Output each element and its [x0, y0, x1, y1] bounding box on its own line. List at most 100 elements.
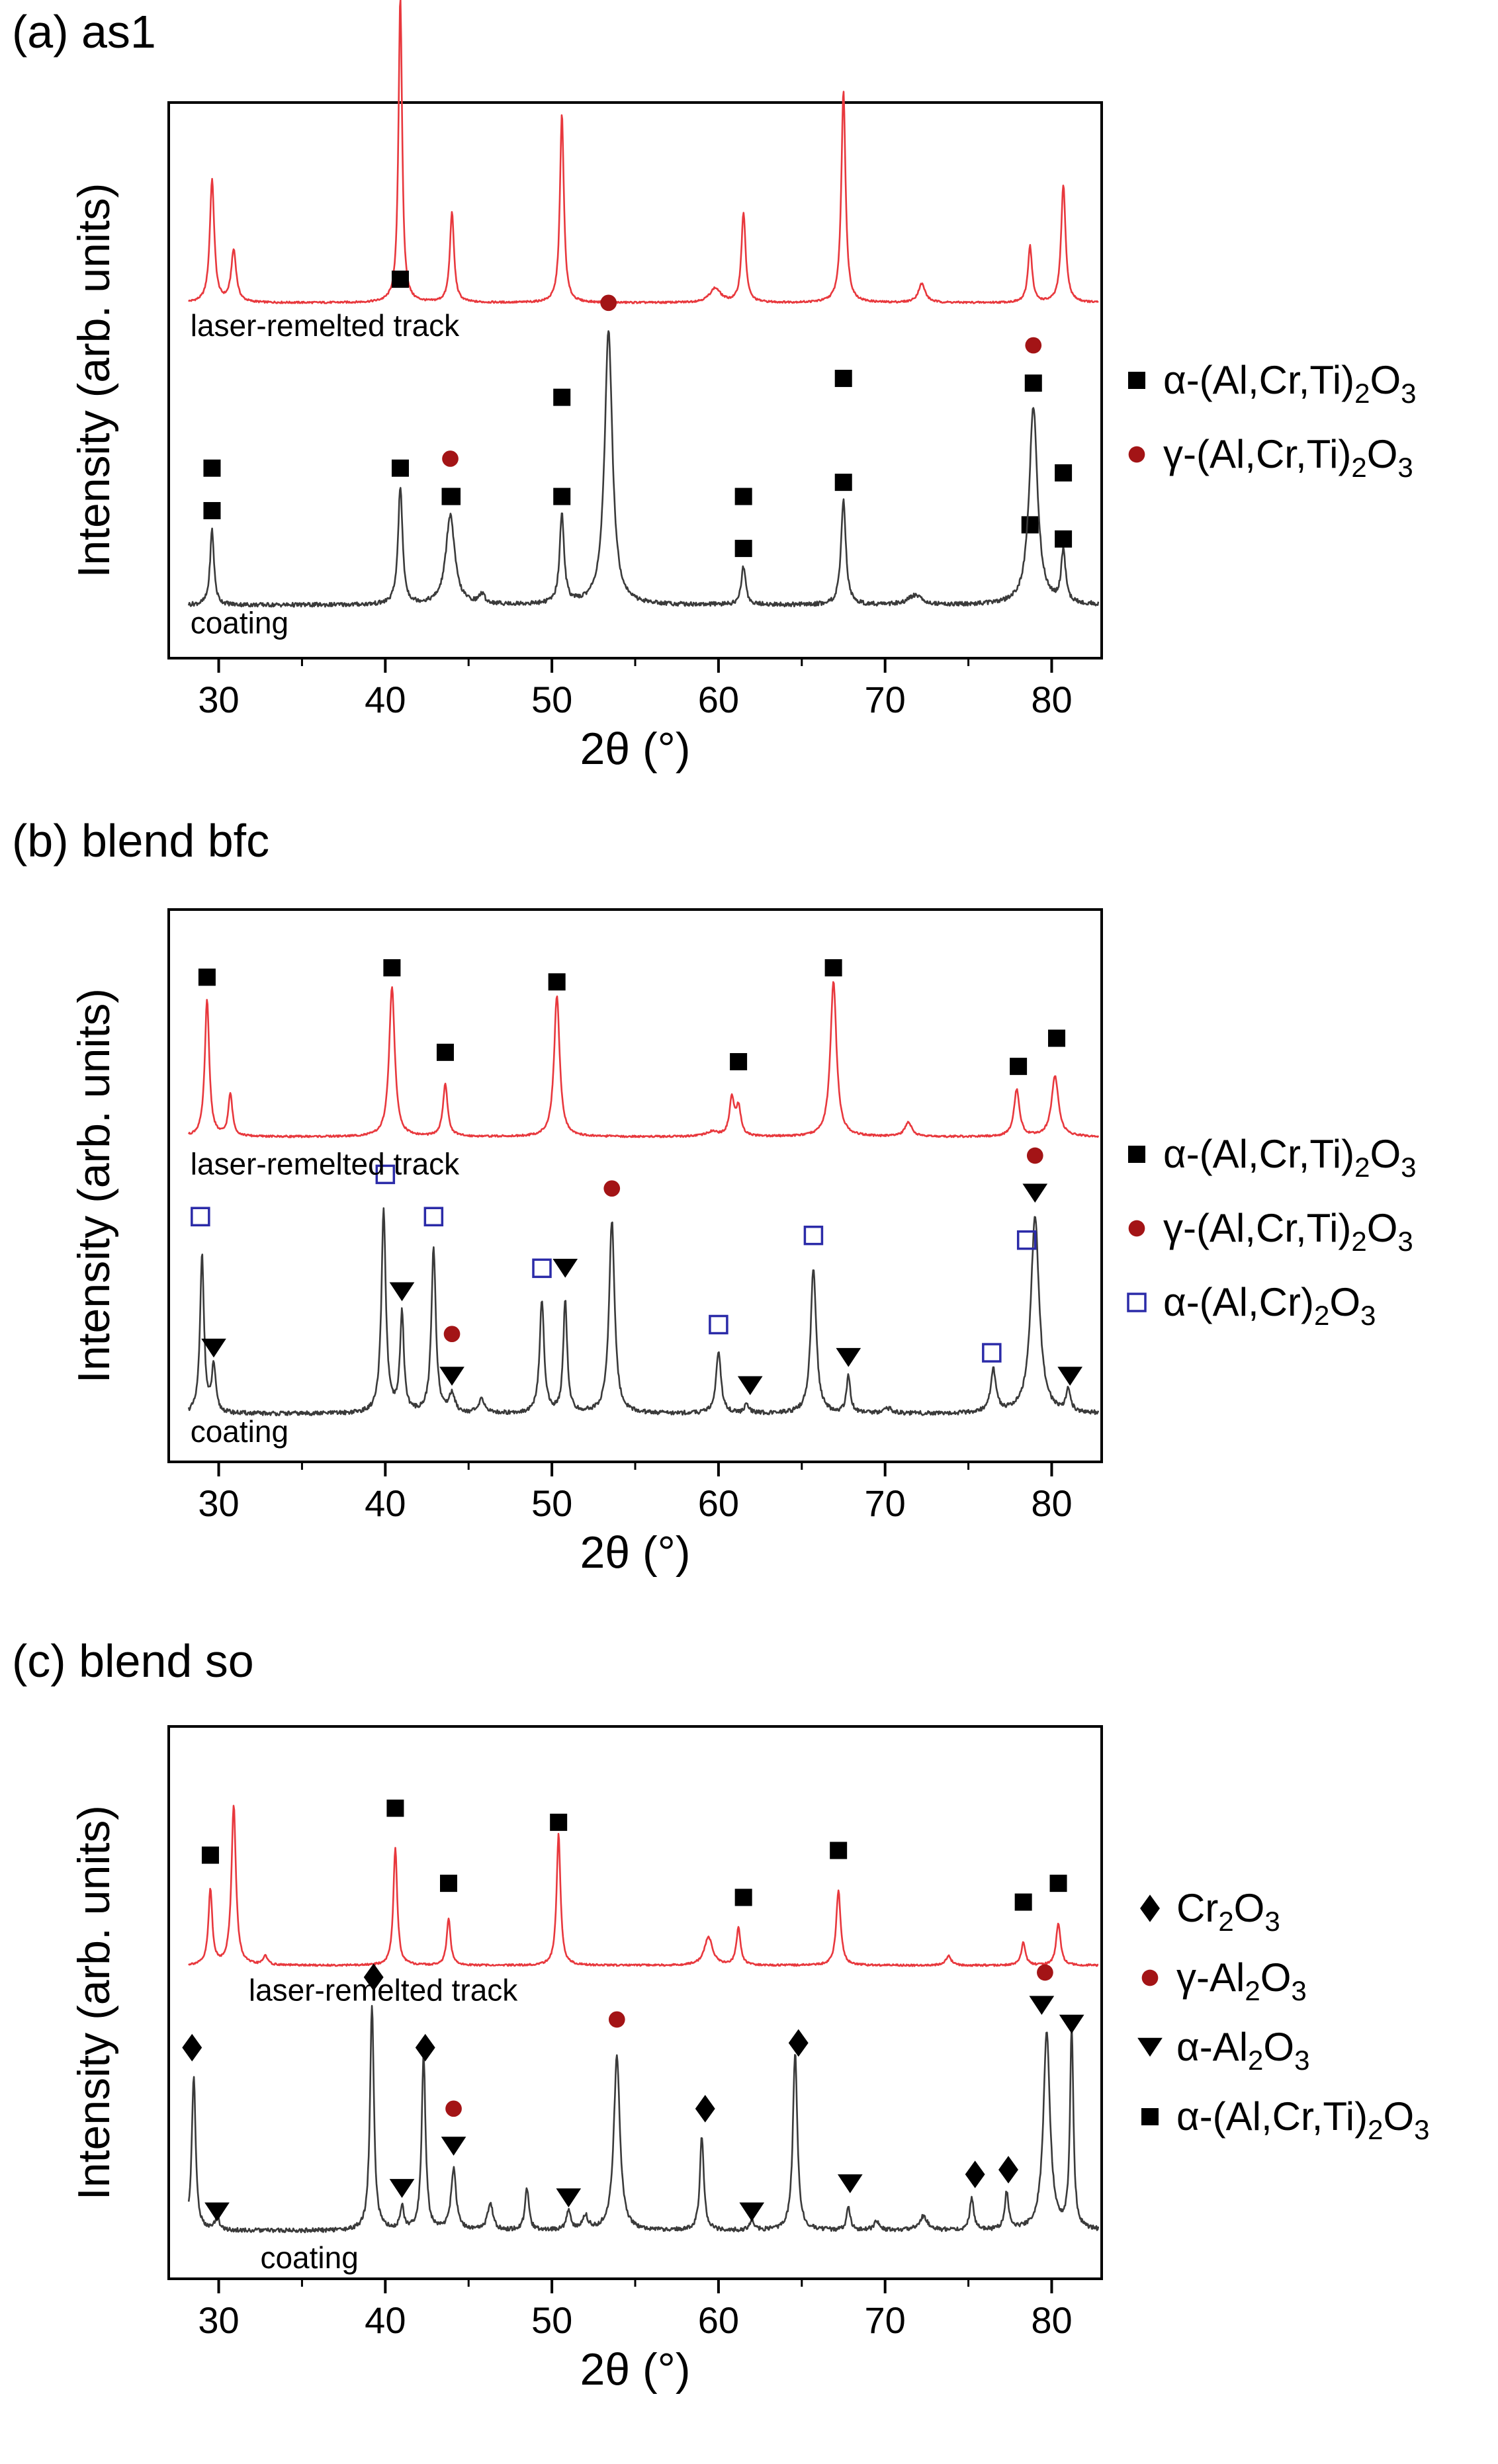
curve-label: laser-remelted track — [191, 308, 460, 343]
legend-symbol — [1128, 446, 1145, 463]
y-axis-label: Intensity (arb. units) — [69, 1805, 119, 2200]
phase-marker — [423, 1207, 444, 1227]
phase-marker — [709, 1314, 728, 1335]
phase-marker — [1025, 337, 1042, 354]
legend-symbol — [1128, 1220, 1145, 1237]
series-line-coating — [187, 330, 1100, 608]
x-tick-label: 30 — [198, 2299, 239, 2341]
panel-3: (c) blend so 30 40 50 60 70 80 2θ (°) Intensity … — [12, 1635, 1429, 2395]
phase-marker — [436, 1043, 454, 1061]
legend-symbol — [1127, 1293, 1147, 1312]
phase-marker — [1049, 1875, 1067, 1892]
legend-entry: α-(Al,Cr,Ti)2O3 — [1128, 358, 1416, 409]
phase-marker — [1055, 464, 1073, 482]
x-tick-label: 40 — [365, 2299, 406, 2341]
phase-marker — [824, 959, 842, 977]
phase-marker — [1022, 1183, 1048, 1203]
curve-label: coating — [191, 1414, 288, 1449]
y-axis-label: Intensity (arb. units) — [69, 988, 119, 1383]
phase-marker — [556, 2188, 582, 2207]
x-tick-label: 70 — [865, 679, 906, 720]
series-line-coating — [187, 1207, 1100, 1417]
phase-marker — [553, 388, 571, 406]
phase-marker — [695, 2095, 715, 2123]
phase-marker — [203, 459, 221, 477]
panel-1: (a) as1 30 40 50 60 70 80 2θ (°) Intensity (arb.… — [12, 0, 1416, 774]
phase-marker — [837, 2174, 863, 2193]
legend-entry: α-(Al,Cr)2O3 — [1127, 1280, 1376, 1331]
phase-marker — [836, 1347, 861, 1367]
phase-marker — [788, 2029, 809, 2057]
curve-label: laser-remelted track — [249, 1973, 518, 2008]
phase-marker — [203, 501, 221, 519]
phase-marker — [1016, 1230, 1037, 1250]
x-tick-label: 50 — [531, 1482, 572, 1524]
x-tick-label: 50 — [531, 2299, 572, 2341]
phase-marker — [443, 1326, 461, 1343]
legend-label: α-(Al,Cr)2O3 — [1163, 1280, 1376, 1331]
phase-marker — [834, 370, 852, 388]
x-tick-label: 70 — [865, 2299, 906, 2341]
legend-symbol — [1140, 1894, 1160, 1922]
legend-label: α-(Al,Cr,Ti)2O3 — [1163, 1132, 1416, 1183]
phase-marker — [439, 1367, 464, 1386]
phase-marker — [391, 459, 409, 477]
phase-marker — [415, 2033, 435, 2062]
legend-label: γ-Al2O3 — [1176, 1955, 1307, 2006]
phase-marker — [1024, 374, 1042, 392]
phase-marker — [548, 973, 566, 991]
x-tick-label: 50 — [531, 679, 572, 720]
phase-marker — [1055, 530, 1073, 548]
phase-marker — [552, 1259, 578, 1278]
phase-marker — [201, 1846, 219, 1864]
phase-marker — [445, 2100, 462, 2117]
legend-entry: γ-(Al,Cr,Ti)2O3 — [1128, 1206, 1413, 1257]
curve-label: coating — [191, 606, 288, 640]
phase-marker — [1048, 1029, 1066, 1047]
phase-marker — [391, 271, 409, 288]
legend-entry: α-(Al,Cr,Ti)2O3 — [1141, 2094, 1429, 2145]
phase-marker — [198, 968, 216, 986]
phase-marker — [383, 959, 401, 977]
phase-marker — [982, 1343, 1002, 1363]
plot-frame — [167, 908, 1103, 1463]
x-tick-label: 40 — [365, 1482, 406, 1524]
legend-entry: α-Al2O3 — [1137, 2025, 1309, 2076]
phase-marker — [1021, 516, 1039, 534]
series-line-laser-remelted-track — [188, 0, 1099, 304]
phase-marker — [375, 1164, 396, 1185]
legend-label: Cr2O3 — [1176, 1886, 1280, 1937]
phase-marker — [441, 2137, 466, 2156]
legend-label: α-Al2O3 — [1176, 2025, 1309, 2076]
panel-label: (a) as1 — [12, 6, 156, 58]
series-line-coating — [187, 2005, 1100, 2234]
phase-marker — [1057, 1367, 1083, 1386]
phase-marker — [1014, 1893, 1032, 1911]
legend-label: α-(Al,Cr,Ti)2O3 — [1176, 2094, 1429, 2145]
legend-label: α-(Al,Cr,Ti)2O3 — [1163, 358, 1416, 409]
x-tick-label: 70 — [865, 1482, 906, 1524]
legend-label: γ-(Al,Cr,Ti)2O3 — [1163, 1206, 1413, 1257]
panel-label: (c) blend so — [12, 1635, 254, 1687]
x-axis-label: 2θ (°) — [580, 1527, 690, 1578]
phase-marker — [734, 540, 752, 558]
x-tick-label: 80 — [1031, 679, 1072, 720]
phase-marker — [1037, 1964, 1053, 1981]
phase-marker — [440, 1875, 457, 1892]
legend-entry: Cr2O3 — [1140, 1886, 1280, 1937]
phase-marker — [204, 2202, 230, 2222]
legend-entry: α-(Al,Cr,Ti)2O3 — [1128, 1132, 1416, 1183]
legend-symbol — [1128, 372, 1145, 389]
x-tick-label: 40 — [365, 679, 406, 720]
phase-marker — [830, 1842, 848, 1859]
x-tick-label: 60 — [698, 679, 739, 720]
curve-label: coating — [260, 2240, 358, 2275]
legend-symbol — [1128, 1146, 1145, 1163]
legend-symbol — [1141, 1969, 1159, 1986]
phase-marker — [603, 1180, 621, 1197]
phase-marker — [201, 1338, 226, 1358]
series-line-laser-remelted-track — [188, 1805, 1099, 1967]
legend-entry: γ-Al2O3 — [1141, 1955, 1307, 2006]
phase-marker — [532, 1258, 552, 1279]
